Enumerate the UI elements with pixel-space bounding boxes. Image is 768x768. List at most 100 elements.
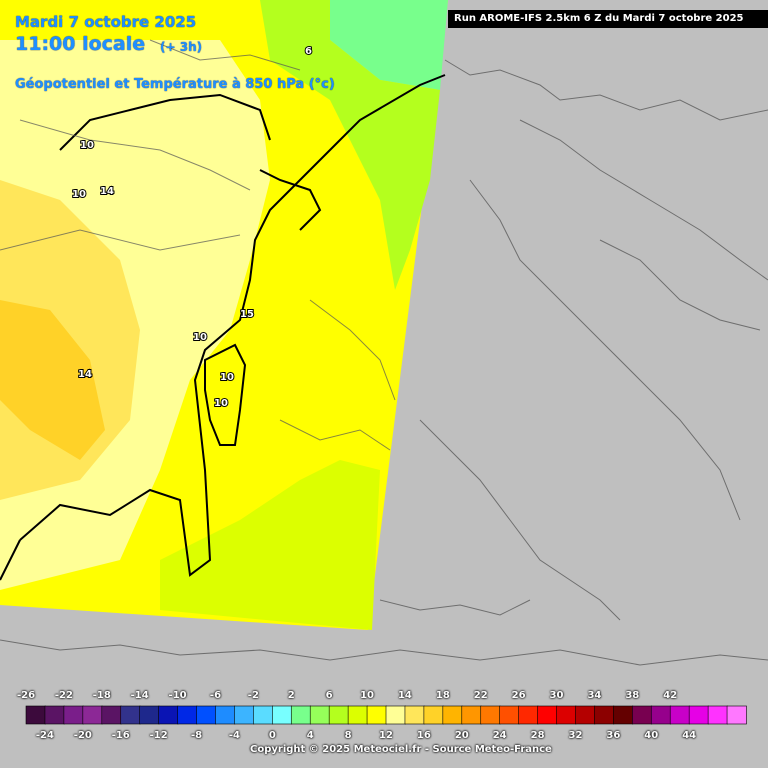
- legend-tick-lower: 12: [379, 730, 393, 741]
- contour-label: 14: [78, 369, 92, 380]
- legend-tick-lower: -8: [190, 730, 203, 741]
- contour-label: 10: [214, 398, 228, 409]
- legend-swatch: [613, 705, 634, 725]
- legend-tick-lower: 20: [454, 730, 469, 741]
- legend-tick-upper: 38: [625, 690, 640, 701]
- legend-tick-upper: -10: [168, 690, 187, 701]
- contour-labels: 10 10 14 10 15 10 10 14 6: [71, 45, 313, 410]
- parameter-title: Géopotentiel et Température à 850 hPa (°…: [15, 77, 335, 92]
- legend-swatch: [707, 705, 728, 725]
- legend-tick-lower: 24: [492, 730, 507, 741]
- contour-label: 10: [72, 189, 86, 200]
- legend-swatch: [101, 705, 122, 725]
- legend-swatch: [499, 705, 520, 725]
- legend-tick-upper: 26: [511, 690, 526, 701]
- legend-tick-lower: -4: [228, 730, 240, 741]
- legend-tick-lower: 36: [606, 730, 621, 741]
- legend-tick-upper: 6: [325, 690, 333, 701]
- contour-label: 15: [240, 309, 254, 320]
- legend-swatch: [480, 705, 501, 725]
- legend-swatch: [669, 705, 690, 725]
- legend-swatch: [290, 705, 312, 725]
- legend-swatch: [688, 705, 709, 725]
- legend-tick-upper: 2: [287, 690, 295, 701]
- legend-swatch: [44, 705, 65, 725]
- contour-label: 6: [305, 46, 312, 57]
- legend-swatch: [726, 705, 747, 725]
- legend-swatch: [366, 705, 387, 725]
- legend-tick-upper: -2: [247, 690, 259, 701]
- legend-tick-lower: 0: [268, 730, 276, 741]
- legend-swatch: [423, 705, 444, 725]
- legend-swatch: [196, 705, 217, 725]
- copyright-text: Copyright © 2025 Meteociel.fr - Source M…: [250, 744, 552, 755]
- legend-swatch: [632, 705, 653, 725]
- legend-swatch: [82, 705, 103, 725]
- temp-band-yellowgreen: [160, 460, 380, 630]
- legend-tick-upper: 18: [435, 690, 450, 701]
- legend-tick-upper: -14: [130, 690, 149, 701]
- legend-swatch: [177, 705, 198, 725]
- legend-tick-lower: 28: [530, 730, 545, 741]
- legend-swatch: [25, 705, 46, 725]
- temp-band-orange: [0, 300, 105, 460]
- legend-swatch: [461, 705, 482, 725]
- legend-tick-upper: -6: [209, 690, 222, 701]
- contour-label: 10: [220, 372, 234, 383]
- legend-swatch: [442, 705, 463, 725]
- legend-tick-upper: 14: [397, 690, 412, 701]
- legend-swatch: [272, 705, 293, 725]
- legend-tick-upper: -18: [92, 690, 111, 701]
- legend-tick-lower: -20: [73, 730, 92, 741]
- temp-band-lightgreen: [260, 0, 440, 290]
- legend-swatch: [347, 705, 368, 725]
- legend-swatch: [404, 705, 425, 725]
- contour-label: 14: [100, 186, 114, 197]
- coastlines: [0, 74, 446, 581]
- legend-colorbar: [25, 705, 747, 725]
- legend-tick-lower: 40: [644, 730, 659, 741]
- legend-swatch: [385, 705, 406, 725]
- contour-label: 10: [80, 140, 94, 151]
- legend-tick-upper: 34: [587, 690, 602, 701]
- forecast-time: 11:00 locale: [15, 33, 146, 55]
- legend-swatch: [63, 705, 84, 725]
- legend-tick-upper: -26: [16, 690, 36, 701]
- legend-swatch: [158, 705, 179, 725]
- forecast-date: Mardi 7 octobre 2025: [15, 13, 197, 31]
- admin-borders: [0, 39, 396, 451]
- legend-swatch: [253, 705, 274, 725]
- legend-tick-lower: 16: [416, 730, 431, 741]
- forecast-lead: (+ 3h): [160, 40, 203, 54]
- legend-swatch: [537, 705, 558, 725]
- legend-tick-lower: -12: [149, 730, 168, 741]
- legend-swatch: [139, 705, 160, 725]
- legend-tick-lower: 4: [306, 730, 314, 741]
- legend-tick-upper: 22: [473, 690, 488, 701]
- legend-swatch: [309, 705, 330, 725]
- run-info-bar: Run AROME-IFS 2.5km 6 Z du Mardi 7 octob…: [448, 10, 768, 28]
- legend-tick-lower: 44: [682, 730, 697, 741]
- temp-band-green: [310, 0, 448, 90]
- legend-swatch: [234, 705, 255, 725]
- legend-tick-upper: 42: [663, 690, 678, 701]
- color-legend: -26 -22 -18 -14 -10 -6 -2 2 6 10 14 18 22 26 30 34 38 42-…: [0, 683, 768, 768]
- legend-tick-upper: 10: [360, 690, 375, 701]
- legend-swatch: [575, 705, 596, 725]
- legend-tick-lower: -16: [111, 730, 130, 741]
- legend-swatch: [556, 705, 577, 725]
- legend-swatch: [215, 705, 236, 725]
- legend-tick-lower: -24: [35, 730, 54, 741]
- contour-label: 10: [193, 332, 207, 343]
- legend-tick-lower: 8: [344, 730, 352, 741]
- legend-tick-lower: 32: [568, 730, 583, 741]
- outside-borders: [0, 59, 768, 666]
- legend-tick-upper: 30: [549, 690, 564, 701]
- legend-swatch: [328, 705, 349, 725]
- legend-swatch: [650, 705, 672, 725]
- corsica-outline: [204, 343, 247, 446]
- legend-swatch: [594, 705, 615, 725]
- legend-tick-upper: -22: [54, 690, 73, 701]
- legend-swatch: [120, 705, 141, 725]
